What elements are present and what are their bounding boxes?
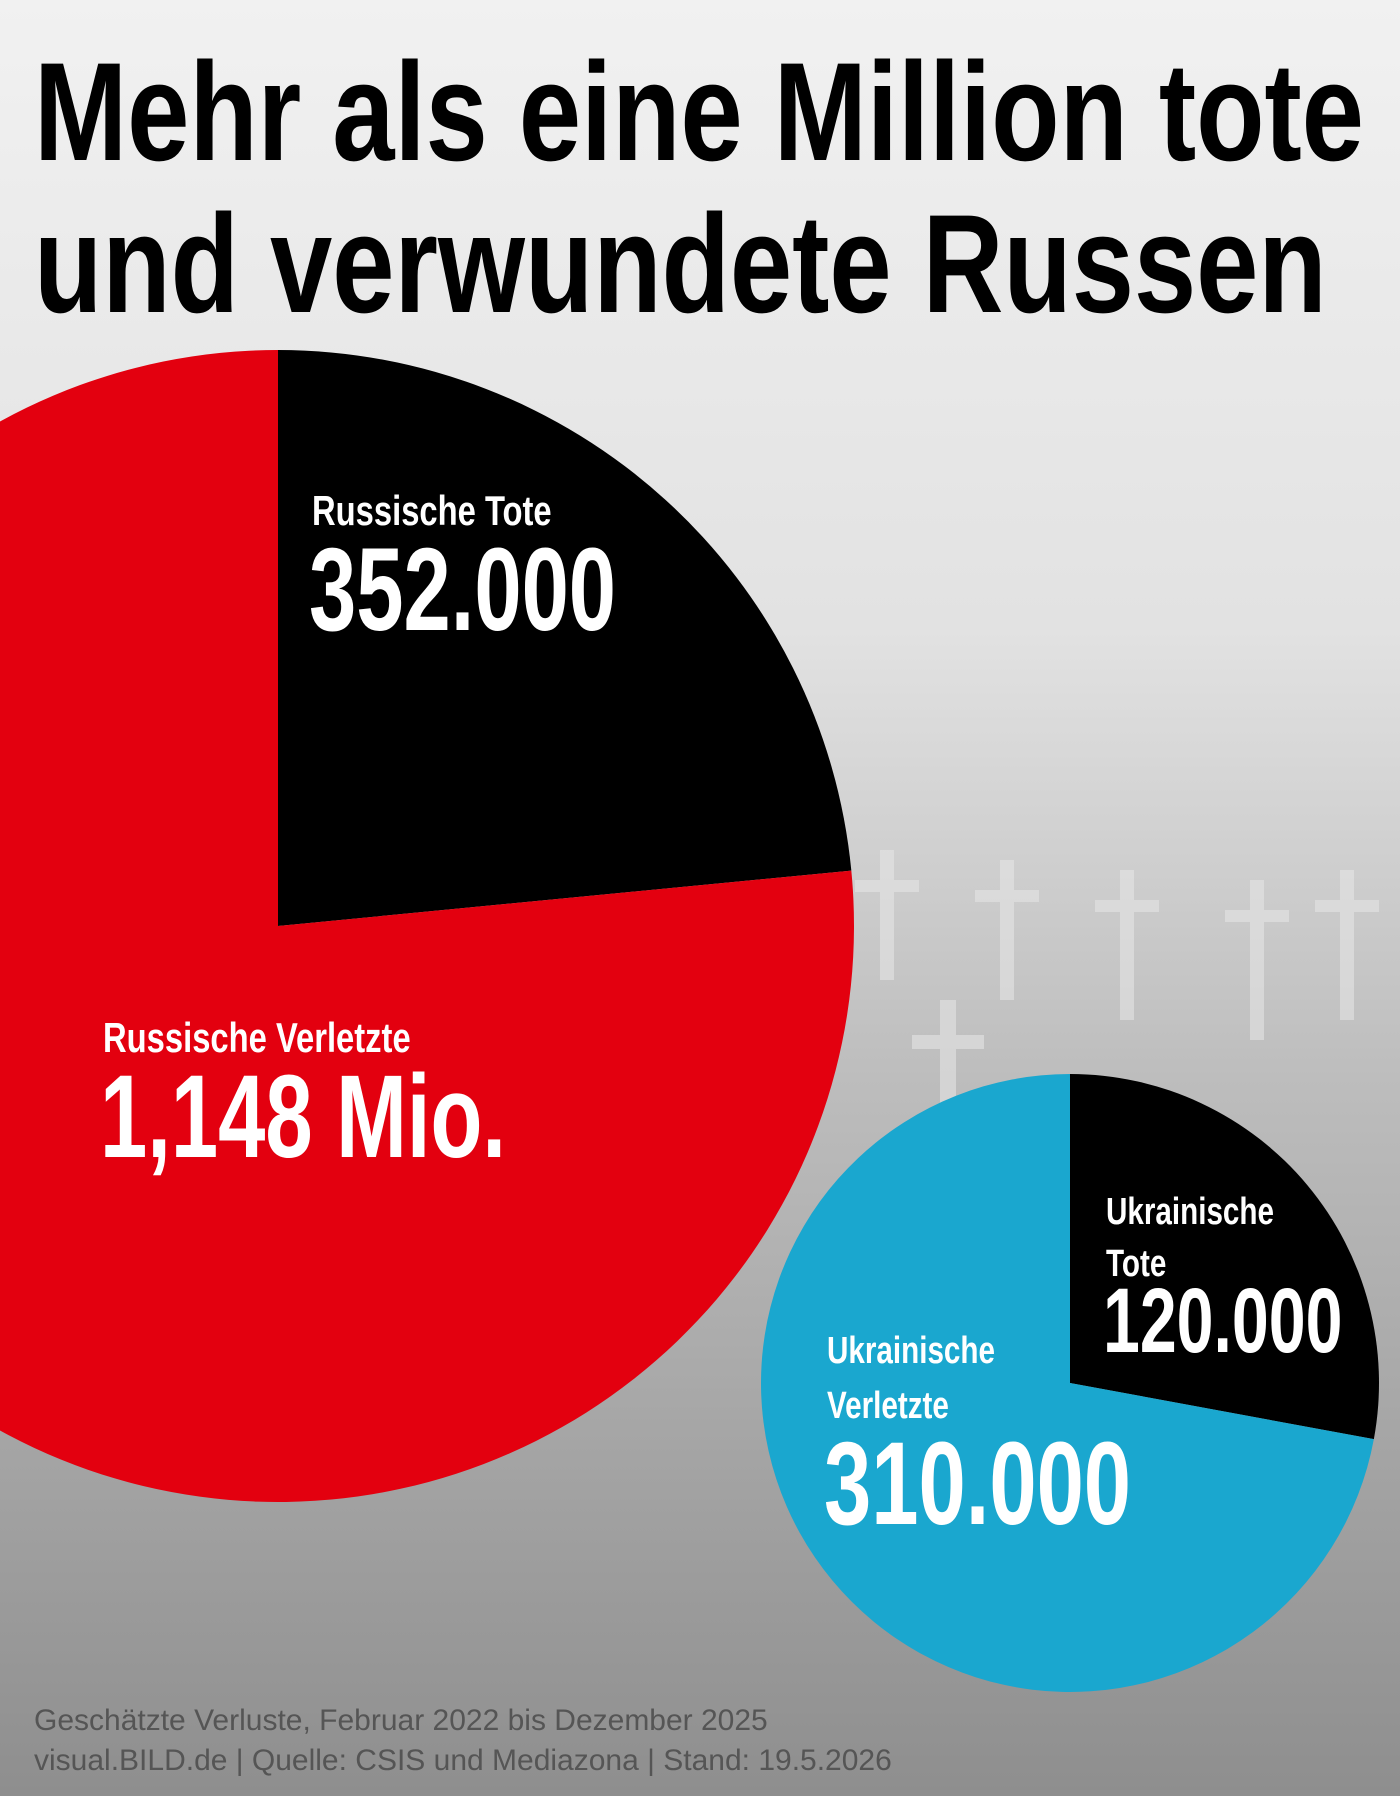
slice-value-label: 352.000 — [309, 523, 616, 655]
slice-label: Ukrainische Verletzte — [827, 1330, 995, 1427]
title-line: Mehr als eine Million tote — [34, 33, 1364, 190]
pie-slice — [1070, 1074, 1379, 1440]
pie-slice — [278, 350, 852, 926]
title-line: und verwundete Russen — [34, 185, 1327, 342]
pie-slice — [760, 1074, 1374, 1692]
pie-slice — [0, 350, 854, 1502]
slice-label: Russische Tote — [312, 487, 552, 534]
slice-value-label: 1,148 Mio. — [100, 1050, 506, 1182]
slice-label: Ukrainische Tote — [1106, 1191, 1274, 1285]
footnote: visual.BILD.de | Quelle: CSIS und Mediaz… — [34, 1744, 892, 1777]
footnote: Geschätzte Verluste, Februar 2022 bis De… — [34, 1704, 768, 1737]
slice-label: Russische Verletzte — [103, 1014, 411, 1061]
background-crosses — [855, 850, 1379, 1150]
slice-value-label: 120.000 — [1103, 1268, 1342, 1371]
slice-value-label: 310.000 — [824, 1417, 1131, 1549]
